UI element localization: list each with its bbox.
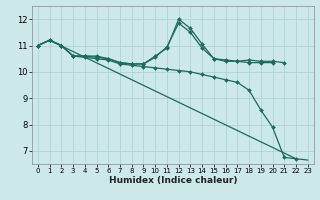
X-axis label: Humidex (Indice chaleur): Humidex (Indice chaleur) (108, 176, 237, 185)
